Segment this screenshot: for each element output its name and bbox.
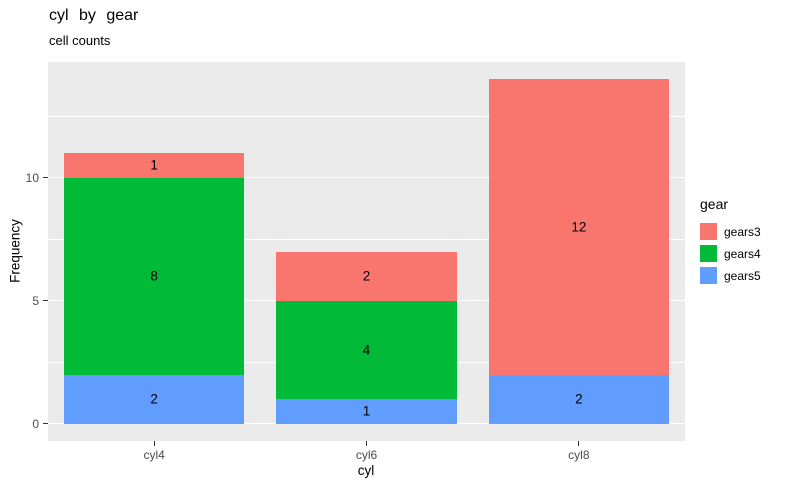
x-tick-mark <box>578 441 580 446</box>
y-tick-label: 0 <box>32 416 39 431</box>
legend-title: gear <box>700 196 729 212</box>
bar-segment-cyl6-gears3 <box>276 251 457 301</box>
bar-segment-cyl6-gears5 <box>276 399 457 424</box>
bar-value-label-cyl6-gears3: 2 <box>362 268 371 284</box>
y-tick-label: 5 <box>32 293 39 308</box>
plot-panel: 2 8 1 1 4 2 2 12 <box>48 62 685 441</box>
y-tick-mark <box>43 423 48 425</box>
bar-value-label-cyl4-gears5: 2 <box>150 391 158 407</box>
y-tick-mark <box>43 177 48 179</box>
x-tick-label-cyl6: cyl6 <box>355 448 378 462</box>
gridline-major <box>48 176 685 179</box>
chart-subtitle: cell counts <box>49 33 111 48</box>
bar-value-label-cyl8-gears5: 2 <box>575 391 583 407</box>
legend-key-swatch-gears5 <box>700 267 717 284</box>
legend: gear gears3 gears4 gears5 <box>700 196 761 289</box>
bar-value-label-cyl6-gears4: 4 <box>362 342 371 358</box>
bar-segment-cyl4-gears3 <box>63 153 245 178</box>
x-tick-mark <box>153 441 155 446</box>
legend-key-swatch-gears4 <box>700 245 717 262</box>
bar-value-label-cyl6-gears5: 1 <box>362 403 371 419</box>
legend-key-swatch-gears3 <box>700 223 717 240</box>
bar-value-label-cyl4-gears4: 8 <box>150 268 158 284</box>
bar-segment-cyl8-gears5 <box>488 374 670 424</box>
bar-segment-cyl8-gears3 <box>488 79 670 375</box>
bar-segment-cyl6-gears4 <box>276 300 457 400</box>
y-tick-label: 10 <box>25 170 39 185</box>
x-axis-title: cyl <box>357 463 375 478</box>
chart-title: cyl by gear <box>49 7 139 24</box>
legend-item-label: gears4 <box>724 246 761 261</box>
legend-item-gears5: gears5 <box>700 267 761 284</box>
bar-value-label-cyl4-gears3: 1 <box>150 157 158 173</box>
legend-item-label: gears5 <box>724 268 761 283</box>
y-tick-mark <box>43 300 48 302</box>
gridline-minor <box>48 115 685 117</box>
x-tick-label-cyl4: cyl4 <box>143 448 165 462</box>
legend-items: gears3 gears4 gears5 <box>700 223 761 284</box>
legend-item-gears4: gears4 <box>700 245 761 262</box>
bar-value-label-cyl8-gears3: 12 <box>571 219 587 235</box>
gridline-minor <box>48 238 685 240</box>
bar-segment-cyl4-gears4 <box>63 177 245 375</box>
bar-segment-cyl4-gears5 <box>63 374 245 424</box>
x-tick-label-cyl8: cyl8 <box>568 448 590 462</box>
y-axis-title: Frequency <box>7 219 23 283</box>
x-tick-mark <box>366 441 367 446</box>
legend-item-label: gears3 <box>724 224 761 239</box>
legend-item-gears3: gears3 <box>700 223 761 240</box>
